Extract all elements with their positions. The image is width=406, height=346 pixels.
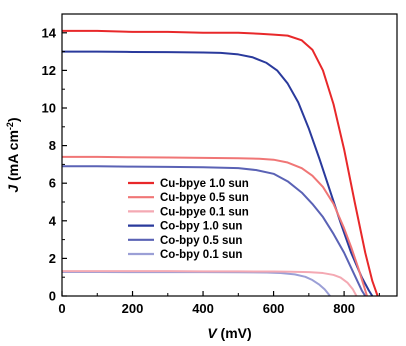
series-line-2 [62, 270, 358, 297]
x-axis-label: V (mV) [207, 325, 251, 341]
series-line-5 [62, 270, 331, 297]
x-tick-label-4: 800 [333, 301, 355, 316]
legend-label-3: Co-bpy 1.0 sun [160, 221, 242, 233]
y-tick-label-6: 12 [42, 63, 56, 78]
y-tick-label-0: 0 [49, 289, 56, 304]
legend-label-5: Co-bpy 0.1 sun [160, 249, 242, 261]
series-line-3 [62, 50, 374, 297]
x-tick-label-3: 600 [263, 301, 285, 316]
series-line-0 [62, 29, 379, 297]
y-tick-label-7: 14 [42, 25, 57, 40]
series-line-1 [62, 155, 368, 297]
x-tick-label-2: 400 [192, 301, 214, 316]
y-axis-label: J (mA cm-2) [5, 117, 21, 192]
series-line-4 [62, 165, 367, 297]
x-tick-label-1: 200 [122, 301, 144, 316]
x-tick-label-0: 0 [58, 301, 65, 316]
plot-frame [61, 13, 398, 297]
legend-label-4: Co-bpy 0.5 sun [160, 235, 242, 247]
legend-label-0: Cu-bpye 1.0 sun [160, 178, 249, 190]
y-tick-label-5: 10 [42, 101, 56, 116]
y-tick-label-3: 6 [49, 176, 56, 191]
legend-label-1: Cu-bpye 0.5 sun [160, 192, 249, 204]
legend-label-2: Cu-bpye 0.1 sun [160, 206, 249, 218]
y-tick-label-1: 2 [49, 251, 56, 266]
y-tick-label-4: 8 [49, 138, 56, 153]
y-tick-label-2: 4 [49, 213, 57, 228]
